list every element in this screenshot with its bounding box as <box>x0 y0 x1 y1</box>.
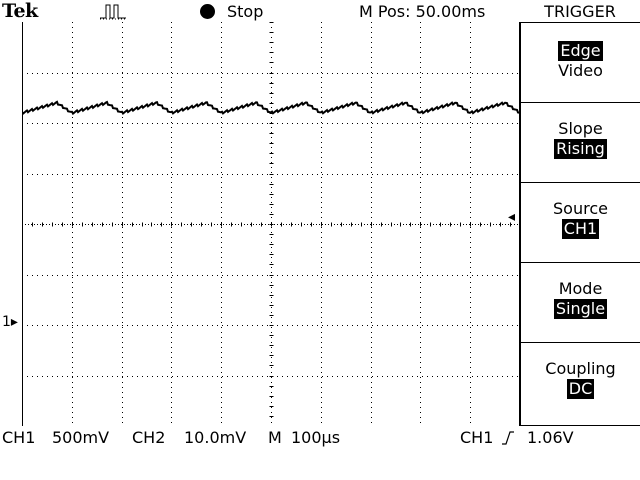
source-button[interactable]: Source CH1 <box>520 182 640 262</box>
coupling-title: Coupling <box>545 359 616 378</box>
ch1-label: CH1 <box>2 428 36 447</box>
trigger-source-readout: CH1 <box>460 428 494 447</box>
source-title: Source <box>553 199 608 218</box>
mode-title: Mode <box>558 279 603 298</box>
ch1-scale: 500mV <box>52 428 110 447</box>
brand-logo: Tek <box>2 0 38 22</box>
trigger-type-button[interactable]: Edge Video <box>520 22 640 102</box>
ch2-label: CH2 <box>132 428 166 447</box>
trigger-level-marker: ◂ <box>508 209 515 225</box>
bottom-status-bar: CH1 500mV CH2 10.0mV M 100µs CH1 1.06V <box>0 426 640 448</box>
ch1-ground-marker: 1▸ <box>2 314 18 330</box>
timebase-value: 100µs <box>291 428 341 447</box>
slope-value: Rising <box>554 139 607 159</box>
ch1-ground-arrow-icon: ▸ <box>10 314 18 330</box>
main-position-readout: M Pos: 50.00ms <box>359 2 486 21</box>
ch1-ground-label: 1 <box>2 314 11 330</box>
trigger-type-video: Video <box>558 61 603 80</box>
ch2-scale: 10.0mV <box>184 428 247 447</box>
mode-button[interactable]: Mode Single <box>520 262 640 342</box>
scope-display <box>22 22 520 426</box>
top-status-bar: Tek Stop M Pos: 50.00ms TRIGGER <box>0 0 640 22</box>
trigger-level-readout: 1.06V <box>527 428 574 447</box>
graticule <box>22 22 520 426</box>
rising-edge-icon <box>501 430 515 449</box>
pulse-icon <box>100 2 128 24</box>
slope-button[interactable]: Slope Rising <box>520 102 640 182</box>
trigger-level-arrow-icon: ◂ <box>508 209 516 225</box>
run-state: Stop <box>227 2 264 21</box>
slope-title: Slope <box>558 119 603 138</box>
coupling-value: DC <box>566 379 595 399</box>
ch1-waveform <box>22 100 520 116</box>
source-value: CH1 <box>561 219 600 239</box>
run-state-indicator-icon <box>200 4 215 19</box>
trigger-menu: Edge Video Slope Rising Source CH1 Mode … <box>520 22 640 426</box>
timebase-label: M <box>268 428 282 447</box>
menu-title: TRIGGER <box>544 2 616 21</box>
mode-value: Single <box>553 299 608 319</box>
trigger-type-edge: Edge <box>558 41 603 61</box>
coupling-button[interactable]: Coupling DC <box>520 342 640 426</box>
